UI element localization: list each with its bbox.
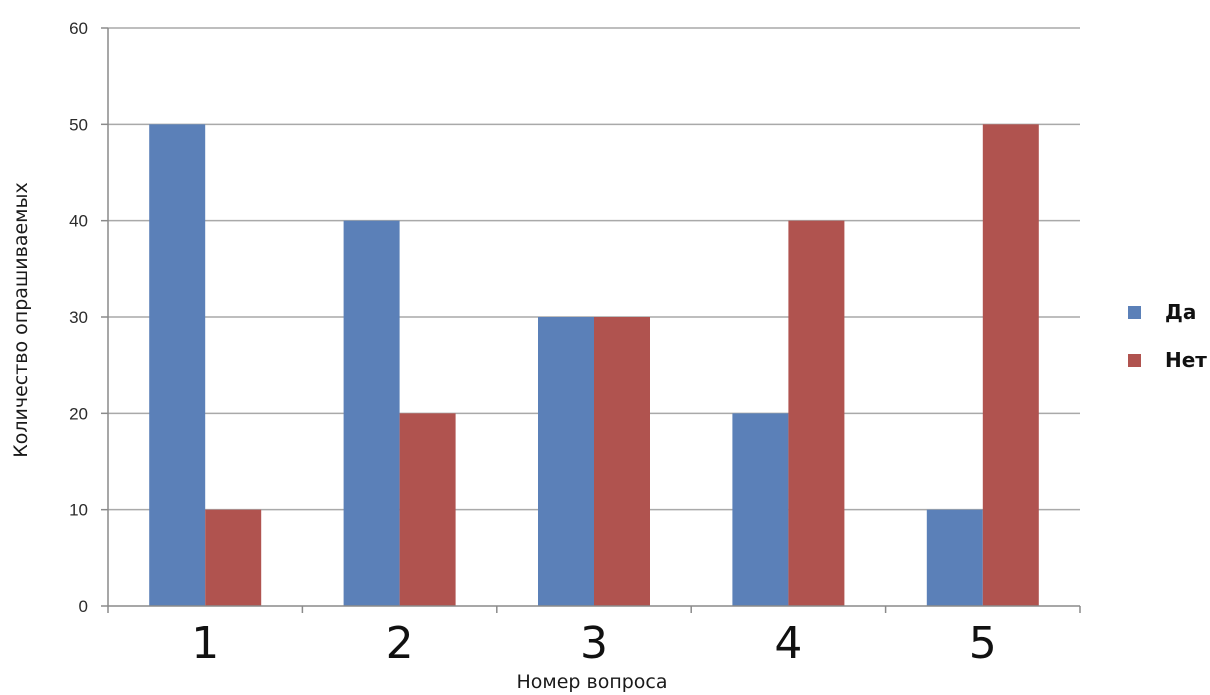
bar-no-q1 (205, 509, 262, 606)
legend-label: Да (1165, 300, 1196, 324)
x-tick-label: 2 (386, 618, 414, 669)
bar-no-q3 (594, 317, 650, 606)
legend: Да Нет (1128, 300, 1207, 372)
x-tick-label: 4 (774, 618, 802, 669)
axes (107, 28, 1080, 607)
y-tick-label: 30 (69, 308, 88, 327)
bars (149, 124, 1039, 606)
legend-label: Нет (1165, 348, 1207, 372)
y-axis-title: Количество опрашиваемых (10, 182, 32, 458)
legend-swatch (1128, 354, 1141, 367)
bar-no-q2 (399, 413, 456, 606)
x-tick-label: 5 (969, 618, 997, 669)
y-tick-label: 40 (69, 212, 88, 231)
y-tick-label: 10 (69, 501, 88, 520)
bar-yes-q1 (149, 124, 206, 606)
bar-no-q4 (788, 220, 845, 606)
y-tick-label: 60 (69, 19, 88, 38)
x-tick-label: 3 (580, 618, 608, 669)
y-axis-ticks: 0 10 20 30 40 50 60 (69, 19, 108, 616)
y-tick-label: 50 (69, 115, 88, 134)
x-tick-label: 1 (191, 618, 219, 669)
bar-no-q5 (982, 124, 1039, 606)
bar-yes-q3 (538, 317, 594, 606)
bar-yes-q5 (926, 509, 983, 606)
legend-swatch (1128, 306, 1141, 319)
y-tick-label: 20 (69, 404, 88, 423)
bar-yes-q2 (343, 220, 400, 606)
y-tick-label: 0 (79, 597, 88, 616)
x-axis-title: Номер вопроса (516, 671, 667, 693)
x-axis-ticks: 1 2 3 4 5 (107, 606, 1081, 669)
bar-yes-q4 (732, 413, 789, 606)
